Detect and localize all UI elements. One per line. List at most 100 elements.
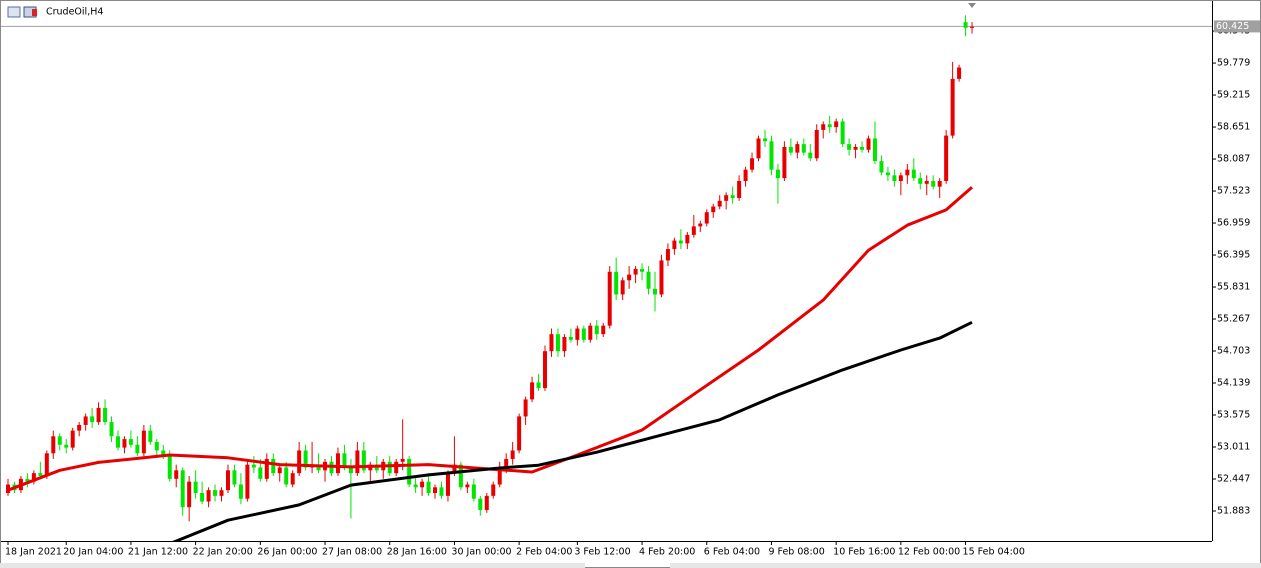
- candle-body: [31, 473, 36, 482]
- candle-body: [847, 144, 852, 150]
- candle-body: [970, 26, 975, 28]
- plot-area: [1, 15, 1212, 541]
- candle-body: [788, 146, 793, 153]
- candle-body: [782, 146, 787, 179]
- candle-body: [115, 436, 120, 448]
- candle-body: [387, 461, 392, 474]
- candle-body: [523, 399, 528, 417]
- candle-body: [64, 444, 69, 448]
- candle-body: [348, 467, 353, 474]
- candle-body: [187, 481, 192, 508]
- candle-body: [827, 124, 832, 128]
- candle-body: [213, 490, 218, 496]
- candle-body: [860, 146, 865, 150]
- candle-body: [148, 430, 153, 442]
- candle-body: [452, 464, 457, 474]
- candle-body: [122, 439, 127, 448]
- candle-body: [853, 146, 858, 150]
- candle-body: [206, 490, 211, 502]
- candle-body: [918, 178, 923, 184]
- candle-body: [653, 288, 657, 295]
- candle-body: [491, 484, 496, 496]
- candle-body: [303, 450, 308, 468]
- scrollbar: [0, 563, 585, 568]
- candle-body: [154, 441, 159, 451]
- marker: [968, 3, 976, 8]
- candle-body: [484, 495, 489, 511]
- candle-body: [931, 180, 936, 187]
- x-tick-label: 2 Feb 04:00: [516, 547, 572, 558]
- candle-body: [575, 328, 580, 340]
- x-tick-label: 3 Feb 12:00: [574, 547, 630, 558]
- candle-body: [795, 144, 800, 153]
- x-tick-label: 28 Jan 16:00: [387, 547, 447, 558]
- x-tick-label: 6 Feb 04:00: [704, 547, 760, 558]
- candle-body: [238, 484, 243, 499]
- candle-body: [555, 334, 560, 352]
- candle-body: [562, 337, 567, 352]
- candle-body: [70, 430, 75, 448]
- moving-average: [172, 320, 973, 541]
- candle-body: [517, 416, 522, 451]
- candle-body: [193, 481, 198, 494]
- candle-body: [950, 78, 955, 136]
- candle-body: [77, 424, 82, 431]
- x-tick-label: 30 Jan 00:00: [451, 547, 511, 558]
- candle-body: [335, 453, 340, 474]
- candle-body: [277, 467, 282, 474]
- candle-body: [678, 240, 683, 244]
- candle-body: [872, 138, 877, 162]
- candle-body: [219, 490, 224, 496]
- scrollbar: [670, 563, 1261, 568]
- candle-body: [439, 487, 444, 496]
- candle-body: [704, 212, 709, 224]
- candle-body: [944, 135, 949, 181]
- candle-body: [103, 407, 108, 423]
- candle-body: [407, 458, 412, 485]
- candle-body: [937, 180, 942, 187]
- candle-body: [51, 436, 56, 454]
- candle-body: [659, 260, 664, 295]
- candle-body: [271, 458, 276, 474]
- candle-body: [691, 226, 696, 235]
- x-tick-label: 22 Jan 20:00: [193, 547, 253, 558]
- icon[interactable]: [7, 6, 21, 18]
- candle-body: [601, 325, 606, 335]
- candle-body: [536, 382, 541, 389]
- candle-body: [905, 169, 910, 176]
- candle-body: [200, 493, 205, 502]
- x-tick-label: 26 Jan 00:00: [257, 547, 317, 558]
- candle-body: [607, 271, 612, 326]
- candle-body: [775, 169, 780, 179]
- candle-body: [426, 481, 431, 494]
- candle-body: [730, 195, 735, 199]
- y-tick-label: 59.215: [1217, 90, 1250, 101]
- y-tick-label: 59.779: [1217, 58, 1250, 69]
- candle-body: [892, 175, 897, 181]
- candle-body: [361, 450, 366, 471]
- y-tick-label: 51.883: [1217, 505, 1250, 516]
- candle-body: [232, 470, 237, 485]
- last-price-label: 60.425: [1216, 21, 1249, 32]
- candle-body: [225, 470, 230, 491]
- candle-body: [420, 481, 425, 488]
- candle-body: [627, 274, 632, 281]
- y-tick-label: 58.087: [1217, 154, 1250, 165]
- last-price-box: [1214, 20, 1260, 33]
- y-tick-label: 58.651: [1217, 122, 1250, 133]
- x-tick-label: 27 Jan 08:00: [322, 547, 382, 558]
- candle-body: [38, 473, 43, 476]
- candle-body: [258, 467, 263, 479]
- x-tick-label: 15 Feb 04:00: [963, 547, 1025, 558]
- candle-body: [135, 444, 140, 454]
- candle-body: [297, 450, 302, 474]
- candle-body: [885, 172, 890, 176]
- y-tick-label: 53.575: [1217, 410, 1250, 421]
- candle-body: [96, 407, 101, 423]
- candle-body: [665, 249, 670, 261]
- y-tick-label: 56.959: [1217, 218, 1250, 229]
- y-tick-label: 52.447: [1217, 473, 1250, 484]
- candle-body: [588, 325, 593, 340]
- candle-body: [963, 22, 968, 28]
- candle-body: [167, 456, 172, 479]
